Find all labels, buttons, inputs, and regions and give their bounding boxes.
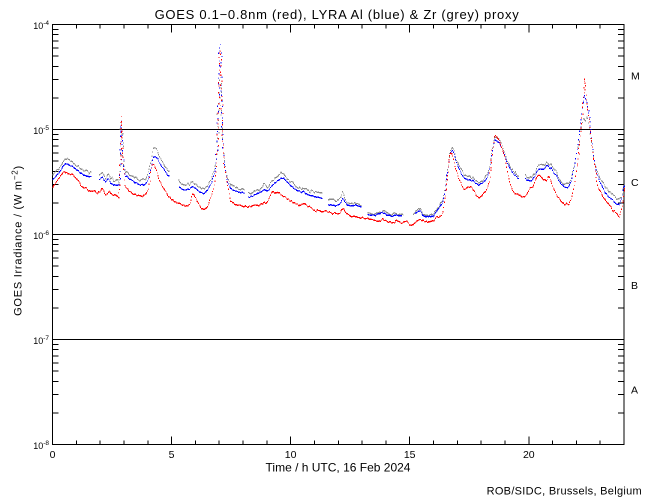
svg-text:-5: -5: [43, 125, 49, 132]
svg-text:GOES 0.1−0.8nm (red), LYRA Al: GOES 0.1−0.8nm (red), LYRA Al (blue) & Z…: [155, 7, 520, 22]
svg-text:10: 10: [33, 231, 43, 241]
svg-text:GOES Irradiance / (W m−2): GOES Irradiance / (W m−2): [11, 165, 25, 316]
svg-text:-6: -6: [43, 230, 49, 237]
svg-text:5: 5: [169, 449, 175, 461]
svg-text:10: 10: [33, 21, 43, 31]
svg-text:ROB/SIDC, Brussels, Belgium: ROB/SIDC, Brussels, Belgium: [487, 486, 642, 498]
svg-text:C: C: [631, 177, 639, 189]
svg-text:-4: -4: [43, 20, 49, 27]
svg-text:0: 0: [50, 449, 56, 461]
svg-text:10: 10: [33, 126, 43, 136]
svg-text:10: 10: [285, 449, 297, 461]
svg-text:10: 10: [33, 441, 43, 451]
svg-text:Time / h UTC, 16 Feb 2024: Time / h UTC, 16 Feb 2024: [266, 461, 411, 475]
svg-text:A: A: [631, 385, 638, 397]
svg-text:B: B: [631, 280, 638, 292]
svg-text:M: M: [631, 71, 640, 83]
svg-text:10: 10: [33, 336, 43, 346]
svg-text:20: 20: [523, 449, 535, 461]
svg-text:-8: -8: [43, 440, 49, 447]
svg-text:-7: -7: [43, 335, 49, 342]
svg-text:15: 15: [404, 449, 416, 461]
